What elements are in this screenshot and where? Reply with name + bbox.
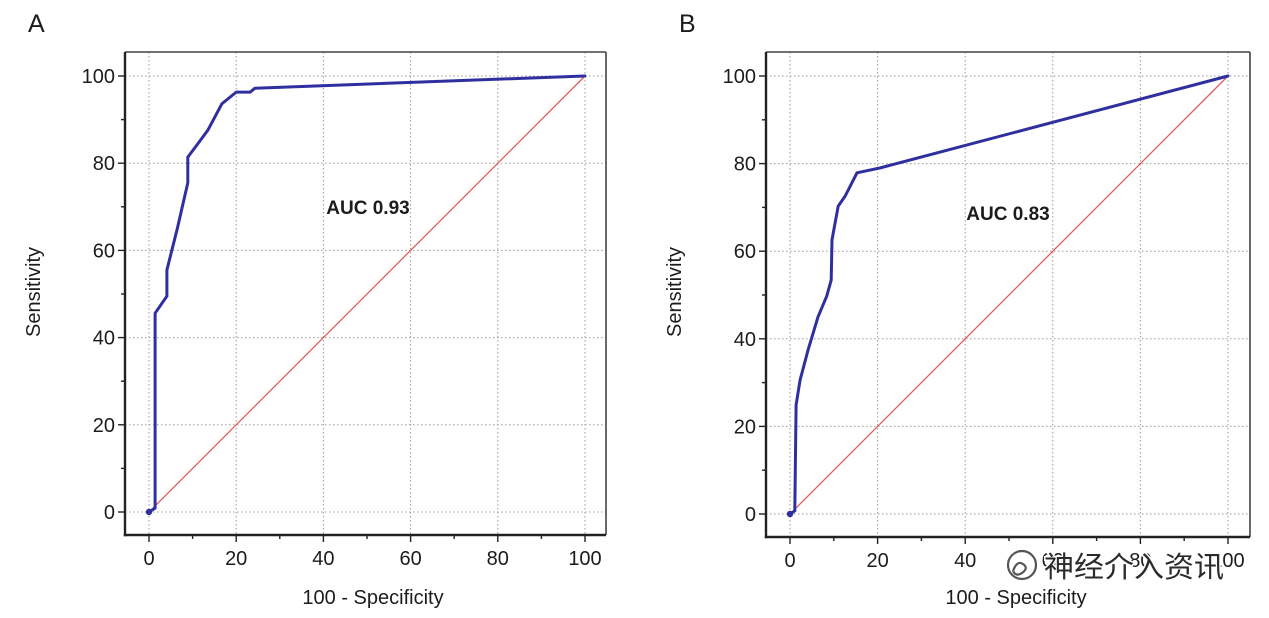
x-axis-label: 100 - Specificity [945, 587, 1086, 609]
y-tick-label: 60 [93, 240, 115, 262]
reference-diagonal-line [148, 75, 586, 513]
x-tick-label: 60 [399, 548, 421, 570]
panel-label: A [28, 10, 45, 38]
x-tick-label: 100 [568, 548, 601, 570]
y-axis-label: Sensitivity [23, 247, 45, 337]
reference-diagonal-line [789, 75, 1229, 515]
y-axis-label: Sensitivity [664, 247, 686, 337]
roc-curve-start-point [145, 508, 153, 516]
y-tick-label: 100 [723, 66, 756, 88]
x-tick-label: 20 [866, 550, 888, 572]
roc-curve [788, 74, 1230, 516]
y-tick-label: 0 [104, 502, 115, 524]
wechat-icon [1006, 549, 1038, 581]
roc-curve-start-point [786, 510, 794, 518]
y-tick-label: 20 [93, 415, 115, 437]
x-tick-label: 0 [143, 548, 154, 570]
plot-area-a: 0 20 40 60 80 100 0 20 40 60 80 100 [82, 51, 607, 570]
x-tick-label: 80 [1129, 550, 1151, 572]
y-tick-label: 40 [734, 329, 756, 351]
roc-curve [147, 74, 587, 514]
x-axis-label: 100 - Specificity [302, 587, 443, 609]
y-tick-label: 20 [734, 416, 756, 438]
roc-panel-b: 0 20 40 60 80 100 0 20 40 60 80 100 B 100 - Specifi… [664, 10, 1251, 609]
watermark: 神经介入资讯 [1006, 549, 1226, 586]
y-tick-label: 60 [734, 241, 756, 263]
y-tick-label: 100 [82, 66, 115, 88]
x-tick-label: 40 [312, 548, 334, 570]
y-tick-label: 80 [93, 153, 115, 175]
panel-label: B [679, 10, 696, 38]
auc-annotation: AUC 0.93 [326, 198, 409, 219]
x-tick-label: 100 [1211, 550, 1244, 572]
watermark-text: 神经介入资讯 [1044, 550, 1224, 584]
y-tick-label: 80 [734, 154, 756, 176]
y-tick-label: 40 [93, 328, 115, 350]
x-tick-label: 40 [954, 550, 976, 572]
x-tick-label: 20 [225, 548, 247, 570]
x-tick-label: 0 [784, 550, 795, 572]
x-tick-label: 60 [1042, 550, 1064, 572]
auc-annotation: AUC 0.83 [966, 204, 1049, 225]
roc-panel-a: 0 20 40 60 80 100 0 20 40 60 80 100 A 100 - Specifi… [23, 10, 607, 609]
x-tick-label: 80 [487, 548, 509, 570]
y-tick-label: 0 [745, 504, 756, 526]
plot-area-b: 0 20 40 60 80 100 0 20 40 60 80 100 [723, 51, 1251, 572]
